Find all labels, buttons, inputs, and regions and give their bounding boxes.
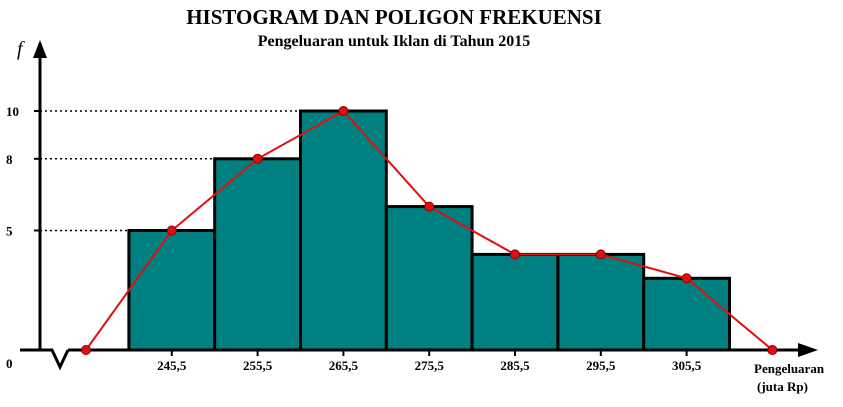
x-tick-label-6: 295,5: [586, 358, 616, 373]
bar-5: [470, 252, 560, 352]
y-tick-label-10: 10: [6, 104, 19, 119]
bar-3: [299, 109, 388, 352]
y-axis-arrow: [33, 40, 47, 58]
x-tick-label-3: 265,5: [329, 358, 359, 373]
x-tick-label-4: 275,5: [415, 358, 445, 373]
chart-title: HISTOGRAM DAN POLIGON FREKUENSI: [186, 5, 602, 29]
axis-break: [20, 348, 70, 371]
bars-group: [127, 109, 732, 352]
polygon-point-6: [510, 249, 520, 260]
bar-4: [384, 205, 474, 352]
polygon-point-4: [338, 106, 349, 116]
x-axis-label-line1: Pengeluaran: [754, 361, 825, 376]
polygon-point-8: [681, 273, 692, 284]
bar-6: [556, 252, 646, 352]
y-ticks-group: 0 5 8 10: [6, 104, 40, 371]
bar-2: [213, 157, 302, 352]
y-tick-label-0: 0: [6, 356, 13, 371]
polygon-point-3: [252, 153, 263, 164]
x-axis-label-line2: (juta Rp): [757, 379, 808, 394]
x-axis-arrow: [798, 343, 818, 357]
polygon-point-1: [81, 345, 91, 355]
polygon-point-7: [595, 249, 606, 260]
x-ticks-group: 245,5 255,5 265,5 275,5 285,5 295,5 305,5: [157, 350, 702, 373]
bar-1: [127, 229, 217, 352]
y-tick-label-5: 5: [6, 224, 13, 239]
bar-7: [642, 276, 732, 352]
y-axis-label: f: [17, 38, 25, 60]
chart-subtitle: Pengeluaran untuk Iklan di Tahun 2015: [258, 33, 531, 50]
x-tick-label-7: 305,5: [672, 358, 702, 373]
polygon-point-5: [424, 201, 435, 212]
axes: [20, 52, 802, 371]
x-tick-label-1: 245,5: [157, 358, 187, 373]
x-tick-label-2: 255,5: [243, 358, 273, 373]
reference-lines: [40, 110, 301, 232]
polygon-point-2: [166, 225, 177, 236]
y-tick-label-8: 8: [6, 152, 13, 167]
x-tick-label-5: 285,5: [500, 358, 530, 373]
frequency-polygon: [81, 106, 778, 355]
polygon-point-9: [767, 345, 778, 355]
